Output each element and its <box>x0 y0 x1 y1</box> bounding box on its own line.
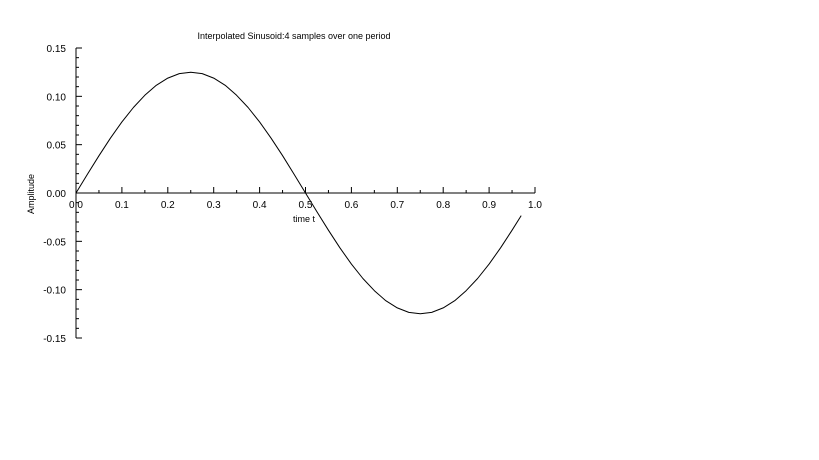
x-tick-label: 0.0 <box>69 200 83 211</box>
x-axis-ticks: 0.0 0.1 0.2 0.3 0.4 0.5 0.6 0.7 0.8 0.9 1.0 <box>69 187 542 211</box>
y-axis-ticks: 0.15 0.10 0.05 0.00 -0.05 -0.10 -0.15 <box>43 44 82 345</box>
y-tick-label: -0.15 <box>43 334 66 345</box>
x-tick-label: 0.1 <box>115 200 129 211</box>
series-layer <box>75 71 522 315</box>
y-tick-label: -0.10 <box>43 286 66 297</box>
y-tick-label: 0.00 <box>47 189 67 200</box>
y-tick-label: 0.15 <box>47 44 67 55</box>
x-tick-label: 0.4 <box>253 200 267 211</box>
series-line-0 <box>75 71 522 315</box>
x-tick-label: 0.8 <box>436 200 450 211</box>
chart-title: Interpolated Sinusoid:4 samples over one… <box>197 31 390 41</box>
y-axis-label: Amplitude <box>26 174 36 214</box>
x-tick-label: 0.7 <box>390 200 404 211</box>
x-axis-label: time t <box>293 214 316 224</box>
x-tick-label: 0.6 <box>344 200 358 211</box>
y-tick-label: -0.05 <box>43 237 66 248</box>
x-tick-label: 0.2 <box>161 200 175 211</box>
x-tick-label: 0.5 <box>299 200 313 211</box>
y-tick-label: 0.05 <box>47 141 67 152</box>
x-tick-label: 0.9 <box>482 200 496 211</box>
y-tick-label: 0.10 <box>47 92 67 103</box>
x-tick-label: 0.3 <box>207 200 221 211</box>
x-tick-label: 1.0 <box>528 200 542 211</box>
